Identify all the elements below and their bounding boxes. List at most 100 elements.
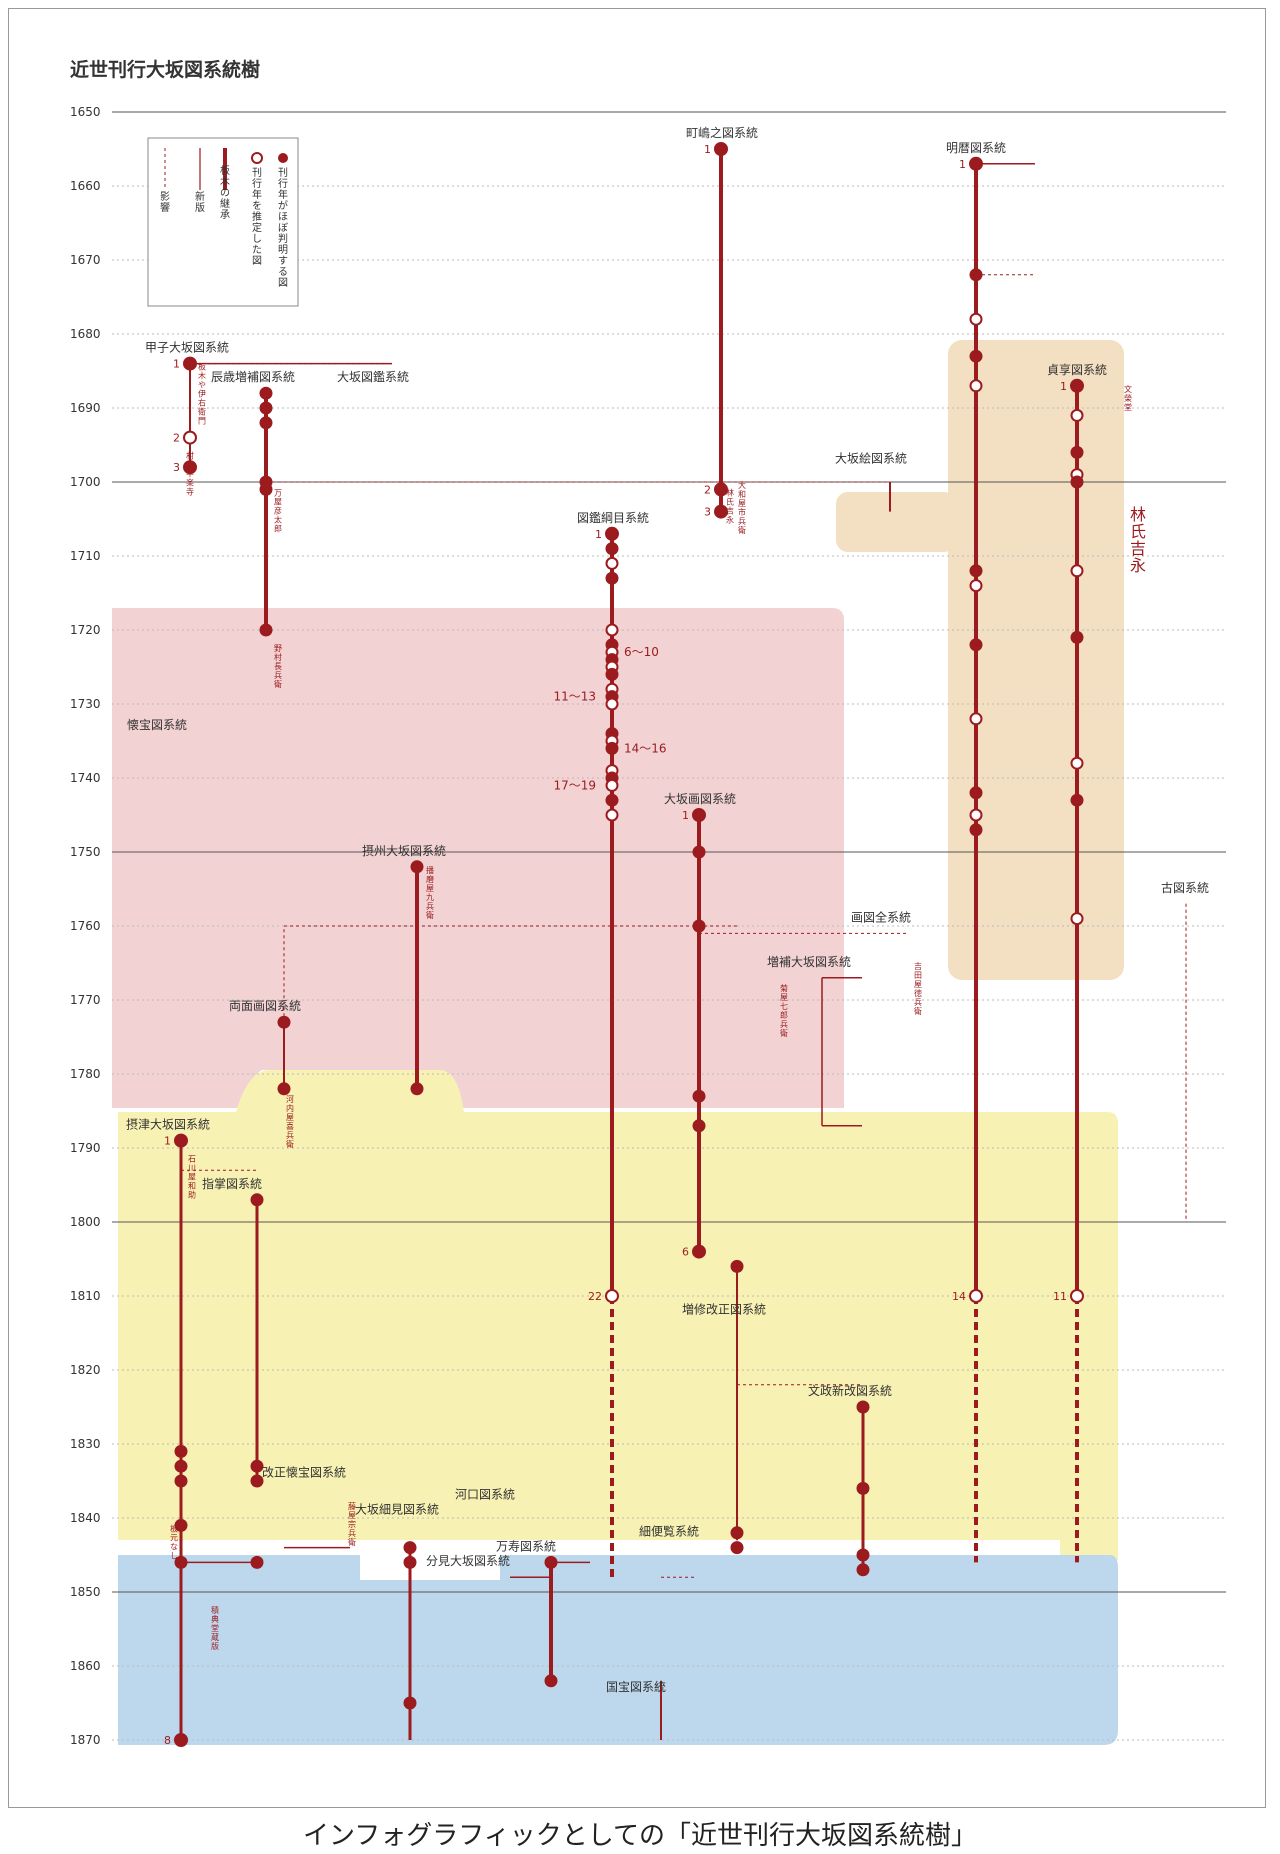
publisher-char: 喜 bbox=[286, 1121, 294, 1131]
publisher-char: 堂 bbox=[1124, 402, 1132, 412]
edition-node bbox=[605, 542, 619, 556]
publisher-char: 板 bbox=[198, 362, 206, 372]
edition-node bbox=[692, 1244, 706, 1259]
edition-node bbox=[969, 579, 983, 593]
edition-node bbox=[856, 1563, 870, 1577]
publisher-char: 兵 bbox=[274, 670, 282, 680]
publisher-char: 宗 bbox=[348, 1519, 356, 1529]
text-labels: 1650 1660 1670 1680 1690 1700 1710 1720 1730 1740… bbox=[70, 58, 1209, 1747]
publisher-char: 寺 bbox=[186, 487, 194, 496]
lineage-title: 摂津大坂図系統 bbox=[126, 1117, 210, 1132]
edition-node bbox=[183, 356, 197, 371]
publisher-char: 兵 bbox=[348, 1528, 356, 1538]
lineage-title: 懐宝図系統 bbox=[127, 718, 187, 732]
publisher-char: 川 bbox=[188, 1163, 196, 1172]
publisher-char: 兵 bbox=[426, 901, 434, 911]
publisher-char: 市 bbox=[738, 507, 746, 517]
year-label-1840: 1840 bbox=[70, 1511, 101, 1525]
publisher-char: 河 bbox=[286, 1094, 294, 1104]
edition-number: 2 bbox=[173, 432, 180, 445]
publisher-char: 堂 bbox=[211, 1623, 219, 1633]
edition-node bbox=[259, 401, 273, 415]
edition-node bbox=[969, 268, 983, 282]
publisher-char: 藤 bbox=[348, 1501, 356, 1511]
range-label: 17〜19 bbox=[553, 778, 596, 792]
publisher-char: 屋 bbox=[780, 993, 788, 1002]
edition-number: 3 bbox=[704, 506, 711, 519]
publisher-char: 屋 bbox=[348, 1511, 356, 1520]
edition-node bbox=[969, 312, 983, 326]
publisher-char: 門 bbox=[198, 417, 206, 426]
publisher-char: た bbox=[252, 244, 262, 256]
publisher-char: 行 bbox=[278, 177, 288, 190]
publisher-char: 年 bbox=[278, 188, 288, 201]
period-regions bbox=[112, 340, 1124, 1745]
publisher-char: 衛 bbox=[286, 1139, 294, 1149]
edition-node bbox=[605, 571, 619, 585]
edition-node bbox=[174, 1459, 188, 1473]
edition-node bbox=[692, 845, 706, 859]
edition-node bbox=[259, 386, 273, 400]
lineage-title: 増修改正図系統 bbox=[682, 1302, 766, 1317]
year-label-1820: 1820 bbox=[70, 1363, 101, 1377]
year-label-1670: 1670 bbox=[70, 253, 101, 267]
lineage-title: 国宝図系統 bbox=[606, 1680, 666, 1694]
publisher-char: 推 bbox=[252, 210, 262, 223]
range-label: 14〜16 bbox=[624, 741, 667, 755]
lineage-title: 文政新改図系統 bbox=[808, 1383, 892, 1398]
lineage-title: 貞享図系統 bbox=[1047, 362, 1107, 377]
edition-node bbox=[605, 667, 619, 681]
publisher-char: 郎 bbox=[274, 523, 282, 533]
year-label-1850: 1850 bbox=[70, 1585, 101, 1599]
publisher-char: 永 bbox=[1130, 556, 1146, 575]
publisher-char: 楽 bbox=[186, 477, 194, 487]
publisher-char: 村 bbox=[274, 652, 282, 662]
edition-node bbox=[692, 808, 706, 822]
edition-node bbox=[605, 623, 619, 637]
edition-node bbox=[714, 504, 728, 519]
lineage-title: 辰歳増補図系統 bbox=[211, 370, 295, 384]
publisher-char: 衛 bbox=[274, 679, 282, 689]
lineage-title: 河口図系統 bbox=[455, 1488, 515, 1502]
publisher-char: 図 bbox=[278, 277, 288, 289]
publisher-char: 承 bbox=[220, 209, 230, 221]
edition-node bbox=[1070, 756, 1084, 770]
lineage-title: 大坂絵図系統 bbox=[835, 451, 907, 466]
edition-node bbox=[1070, 475, 1084, 489]
publisher-char: 版 bbox=[195, 201, 205, 214]
figure-frame bbox=[8, 8, 1266, 1808]
publisher-char: 万 bbox=[274, 488, 282, 497]
publisher-char: 石 bbox=[188, 1154, 196, 1163]
publisher-char: 氏 bbox=[726, 497, 734, 506]
lineage-title: 細便覧系統 bbox=[639, 1525, 699, 1539]
publisher-char: 屋 bbox=[274, 497, 282, 506]
publisher-char: 菊 bbox=[780, 983, 788, 993]
publisher-char: 典 bbox=[211, 1614, 219, 1624]
edition-number: 11 bbox=[1053, 1290, 1067, 1303]
publisher-char: が bbox=[278, 199, 288, 212]
edition-node bbox=[174, 1555, 188, 1569]
publisher-annotation: 文榮堂 bbox=[1124, 384, 1132, 412]
edition-node bbox=[1070, 630, 1084, 644]
edition-number: 1 bbox=[173, 358, 180, 371]
lineage-title: 画図全系統 bbox=[851, 909, 911, 924]
edition-node bbox=[183, 460, 197, 475]
publisher-char: 屋 bbox=[914, 980, 922, 989]
year-label-1780: 1780 bbox=[70, 1067, 101, 1081]
region-tan bbox=[948, 340, 1124, 980]
publisher-char: 村 bbox=[186, 450, 194, 460]
year-label-1710: 1710 bbox=[70, 549, 101, 563]
publisher-char: 継 bbox=[220, 197, 230, 210]
publisher-char: 兵 bbox=[738, 516, 746, 526]
year-label-1750: 1750 bbox=[70, 845, 101, 859]
publisher-char: 田 bbox=[914, 971, 922, 980]
edition-node bbox=[403, 1541, 417, 1555]
